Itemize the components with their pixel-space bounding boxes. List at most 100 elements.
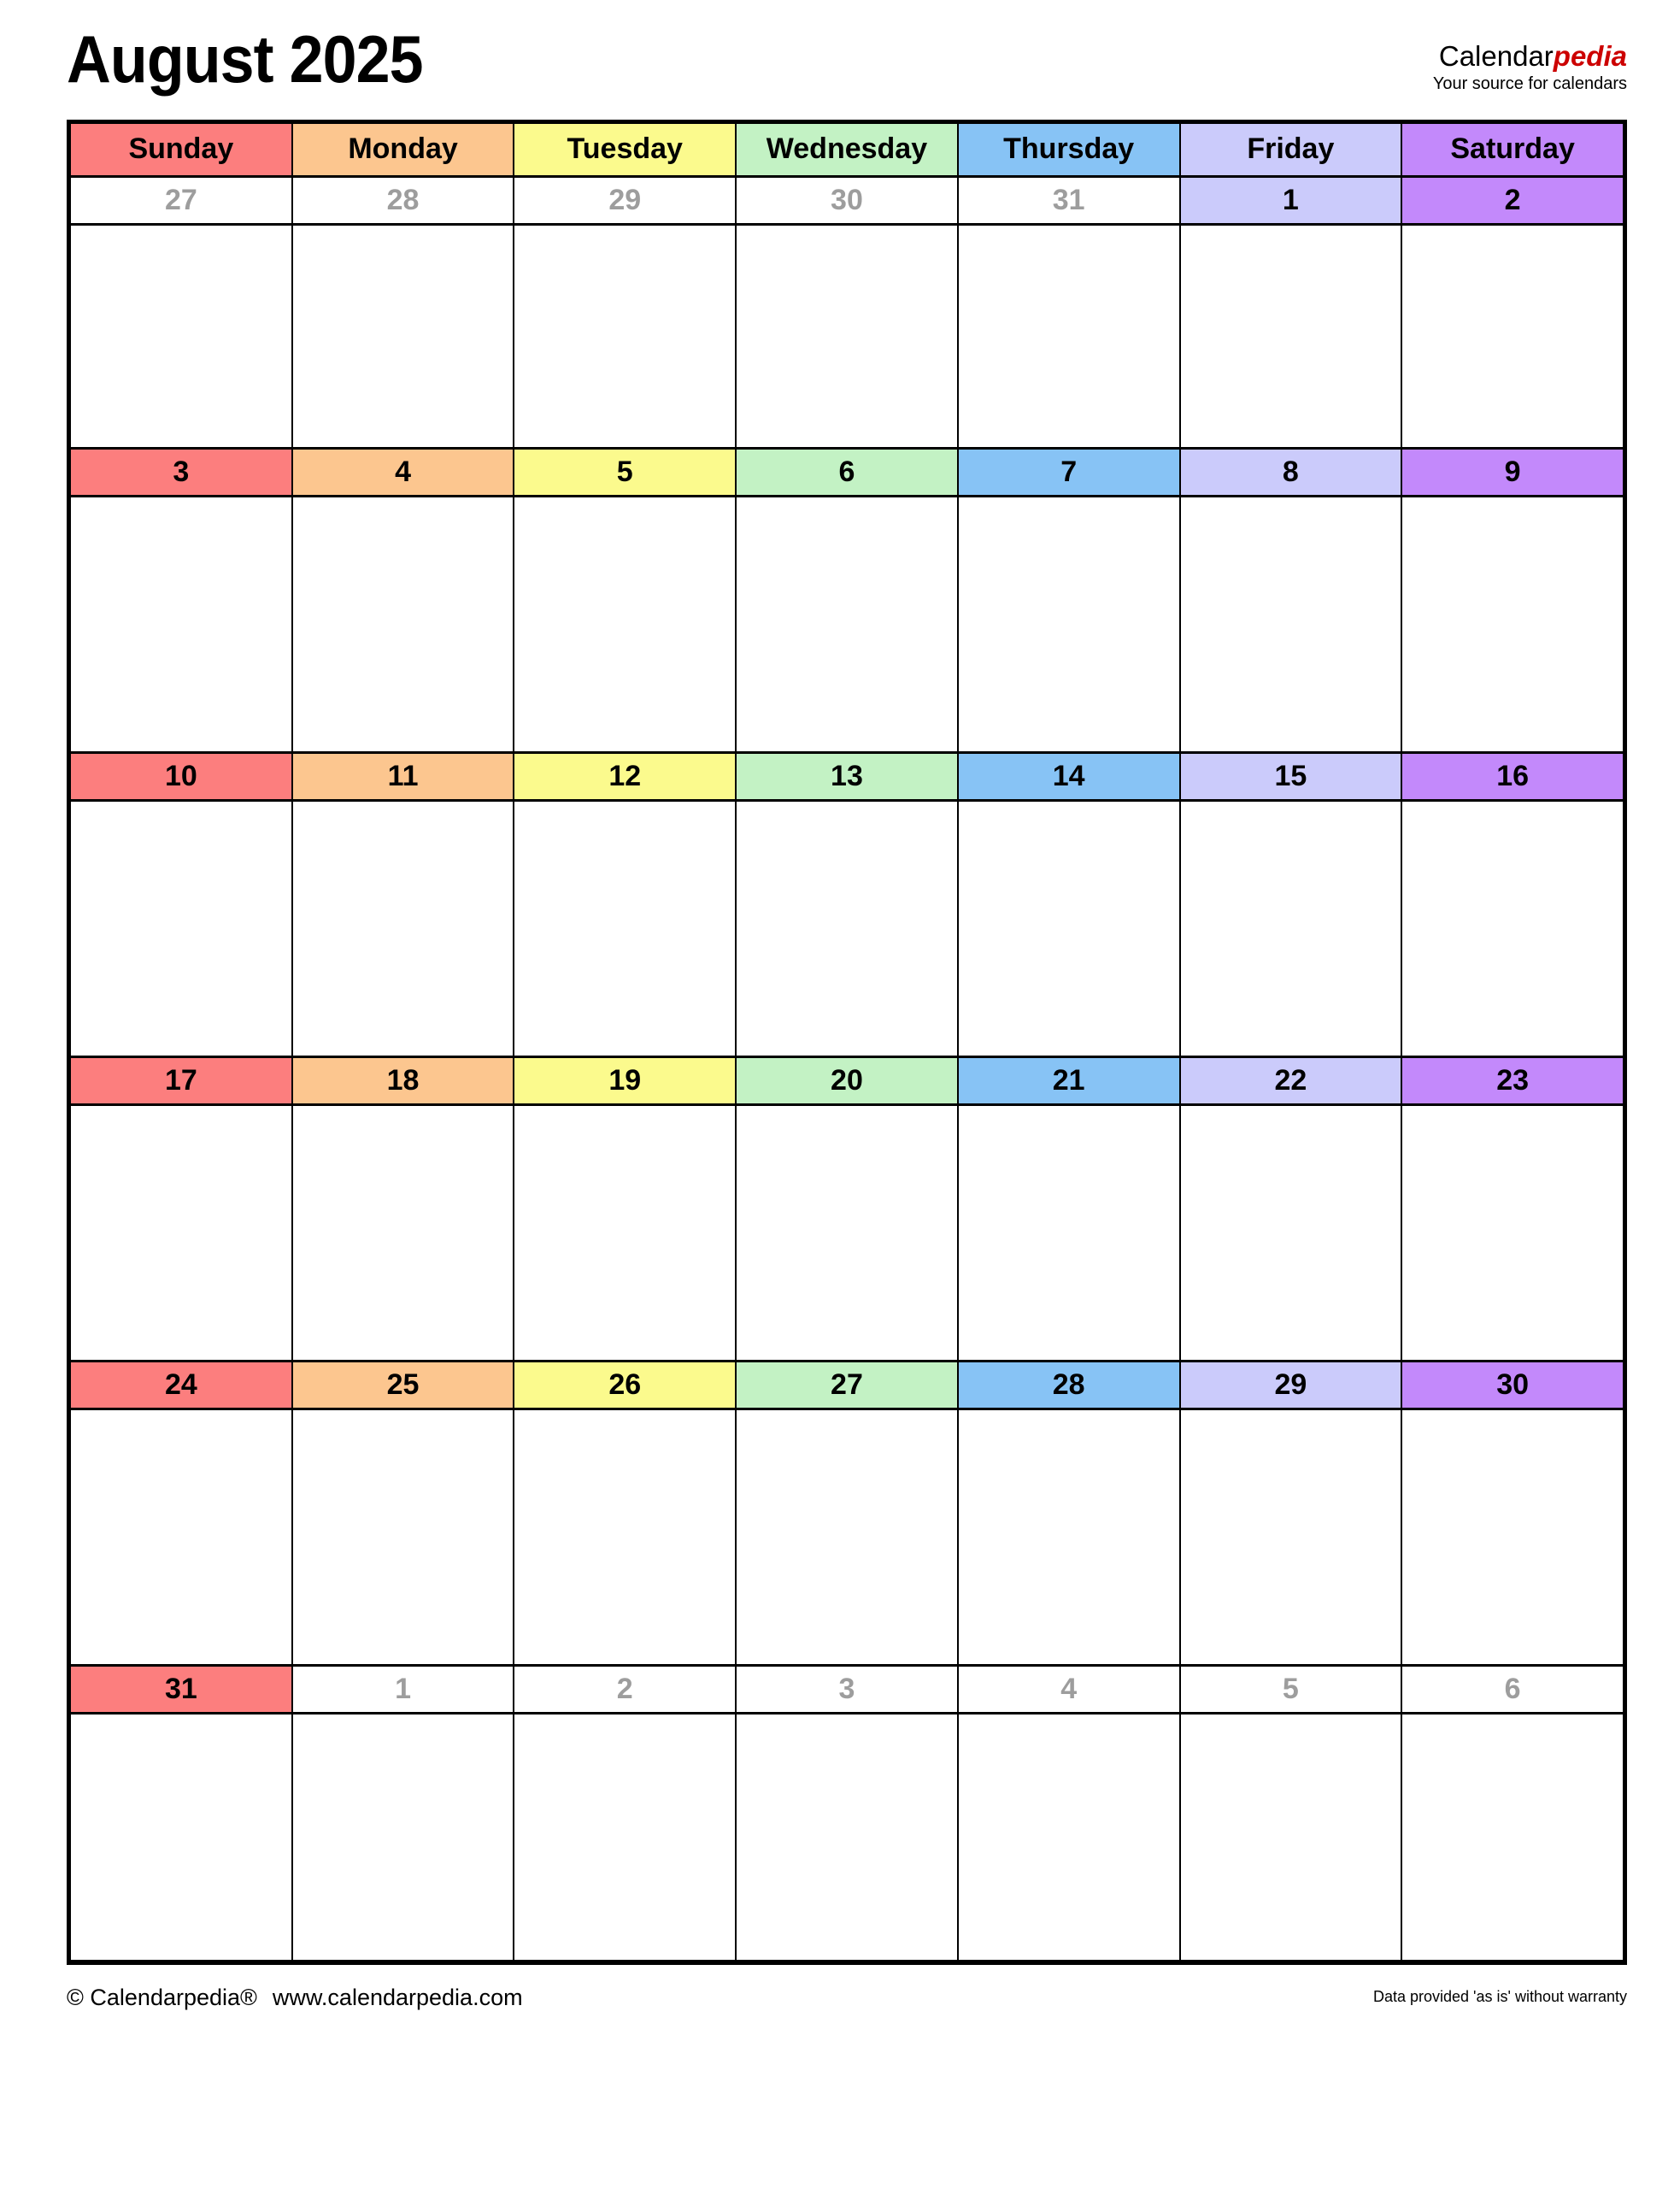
footer-website-link[interactable]: www.calendarpedia.com <box>272 1984 523 2010</box>
note-area-wednesday-20[interactable] <box>735 1103 959 1362</box>
brand-name-primary: Calendar <box>1438 40 1554 72</box>
date-cell-saturday-23[interactable]: 23 <box>1401 1056 1624 1106</box>
note-area-thursday-21[interactable] <box>956 1103 1181 1362</box>
note-row <box>69 495 1624 754</box>
date-cell-friday-1[interactable]: 1 <box>1178 175 1403 226</box>
note-area-monday-18[interactable] <box>291 1103 515 1362</box>
date-cell-monday-11[interactable]: 11 <box>291 751 515 802</box>
date-cell-monday-28[interactable]: 28 <box>291 175 515 226</box>
note-area-friday-22[interactable] <box>1178 1103 1403 1362</box>
note-area-thursday-7[interactable] <box>956 495 1181 754</box>
note-row <box>69 223 1624 450</box>
note-area-friday-15[interactable] <box>1178 799 1403 1058</box>
note-area-wednesday-27[interactable] <box>735 1408 959 1667</box>
date-cell-wednesday-20[interactable]: 20 <box>735 1056 959 1106</box>
date-cell-sunday-27[interactable]: 27 <box>69 175 293 226</box>
date-cell-monday-4[interactable]: 4 <box>291 447 515 497</box>
date-cell-thursday-7[interactable]: 7 <box>956 447 1181 497</box>
date-cell-sunday-10[interactable]: 10 <box>69 751 293 802</box>
date-cell-tuesday-12[interactable]: 12 <box>513 751 737 802</box>
note-area-sunday-31[interactable] <box>69 1712 293 1962</box>
brand-wordmark: Calendarpedia <box>1433 41 1627 72</box>
date-cell-sunday-3[interactable]: 3 <box>69 447 293 497</box>
date-cell-wednesday-27[interactable]: 27 <box>735 1360 959 1410</box>
note-area-saturday-6[interactable] <box>1401 1712 1624 1962</box>
date-cell-tuesday-26[interactable]: 26 <box>513 1360 737 1410</box>
date-cell-saturday-16[interactable]: 16 <box>1401 751 1624 802</box>
note-area-sunday-24[interactable] <box>69 1408 293 1667</box>
note-area-sunday-17[interactable] <box>69 1103 293 1362</box>
date-cell-friday-22[interactable]: 22 <box>1178 1056 1403 1106</box>
note-area-monday-1[interactable] <box>291 1712 515 1962</box>
date-cell-tuesday-29[interactable]: 29 <box>513 175 737 226</box>
date-cell-tuesday-2[interactable]: 2 <box>513 1664 737 1715</box>
weekday-header-tuesday: Tuesday <box>513 122 737 178</box>
note-area-thursday-31[interactable] <box>956 223 1181 450</box>
note-area-sunday-3[interactable] <box>69 495 293 754</box>
note-area-friday-29[interactable] <box>1178 1408 1403 1667</box>
date-cell-sunday-31[interactable]: 31 <box>69 1664 293 1715</box>
date-cell-wednesday-30[interactable]: 30 <box>735 175 959 226</box>
date-cell-friday-29[interactable]: 29 <box>1178 1360 1403 1410</box>
date-cell-wednesday-13[interactable]: 13 <box>735 751 959 802</box>
note-area-thursday-28[interactable] <box>956 1408 1181 1667</box>
note-area-tuesday-26[interactable] <box>513 1408 737 1667</box>
note-area-tuesday-29[interactable] <box>513 223 737 450</box>
date-cell-friday-8[interactable]: 8 <box>1178 447 1403 497</box>
date-cell-thursday-28[interactable]: 28 <box>956 1360 1181 1410</box>
date-cell-saturday-2[interactable]: 2 <box>1401 175 1624 226</box>
note-area-monday-11[interactable] <box>291 799 515 1058</box>
date-cell-thursday-21[interactable]: 21 <box>956 1056 1181 1106</box>
note-area-saturday-2[interactable] <box>1401 223 1624 450</box>
date-cell-tuesday-19[interactable]: 19 <box>513 1056 737 1106</box>
date-cell-monday-18[interactable]: 18 <box>291 1056 515 1106</box>
date-cell-thursday-4[interactable]: 4 <box>956 1664 1181 1715</box>
note-area-tuesday-12[interactable] <box>513 799 737 1058</box>
date-cell-sunday-17[interactable]: 17 <box>69 1056 293 1106</box>
note-area-saturday-30[interactable] <box>1401 1408 1624 1667</box>
note-area-friday-5[interactable] <box>1178 1712 1403 1962</box>
date-cell-monday-1[interactable]: 1 <box>291 1664 515 1715</box>
note-area-monday-4[interactable] <box>291 495 515 754</box>
weekday-header-friday: Friday <box>1178 122 1403 178</box>
note-area-monday-25[interactable] <box>291 1408 515 1667</box>
date-cell-monday-25[interactable]: 25 <box>291 1360 515 1410</box>
date-cell-wednesday-3[interactable]: 3 <box>735 1664 959 1715</box>
note-area-sunday-27[interactable] <box>69 223 293 450</box>
note-area-friday-1[interactable] <box>1178 223 1403 450</box>
date-cell-tuesday-5[interactable]: 5 <box>513 447 737 497</box>
masthead: August 2025 Calendarpedia Your source fo… <box>0 0 1680 120</box>
note-area-tuesday-5[interactable] <box>513 495 737 754</box>
date-number-row: 17 18 19 20 21 22 23 <box>69 1056 1624 1106</box>
date-cell-saturday-30[interactable]: 30 <box>1401 1360 1624 1410</box>
note-area-friday-8[interactable] <box>1178 495 1403 754</box>
note-area-wednesday-6[interactable] <box>735 495 959 754</box>
note-area-saturday-9[interactable] <box>1401 495 1624 754</box>
date-cell-wednesday-6[interactable]: 6 <box>735 447 959 497</box>
footer: © Calendarpedia® www.calendarpedia.com Da… <box>67 1965 1627 2011</box>
note-area-saturday-23[interactable] <box>1401 1103 1624 1362</box>
date-cell-friday-15[interactable]: 15 <box>1178 751 1403 802</box>
note-area-thursday-14[interactable] <box>956 799 1181 1058</box>
note-area-wednesday-3[interactable] <box>735 1712 959 1962</box>
footer-disclaimer: Data provided 'as is' without warranty <box>1372 1987 1627 2005</box>
note-area-wednesday-30[interactable] <box>735 223 959 450</box>
note-area-tuesday-2[interactable] <box>513 1712 737 1962</box>
weekday-header-row: Sunday Monday Tuesday Wednesday Thursday Frid… <box>69 122 1624 178</box>
note-area-saturday-16[interactable] <box>1401 799 1624 1058</box>
note-area-tuesday-19[interactable] <box>513 1103 737 1362</box>
date-cell-friday-5[interactable]: 5 <box>1178 1664 1403 1715</box>
date-cell-saturday-9[interactable]: 9 <box>1401 447 1624 497</box>
date-cell-thursday-31[interactable]: 31 <box>956 175 1181 226</box>
date-cell-thursday-14[interactable]: 14 <box>956 751 1181 802</box>
note-area-wednesday-13[interactable] <box>735 799 959 1058</box>
note-area-monday-28[interactable] <box>291 223 515 450</box>
weekday-header-sunday: Sunday <box>69 122 293 178</box>
note-area-thursday-4[interactable] <box>956 1712 1181 1962</box>
date-cell-sunday-24[interactable]: 24 <box>69 1360 293 1410</box>
note-row <box>69 799 1624 1058</box>
note-area-sunday-10[interactable] <box>69 799 293 1058</box>
weekday-header-thursday: Thursday <box>956 122 1181 178</box>
date-cell-saturday-6[interactable]: 6 <box>1401 1664 1624 1715</box>
